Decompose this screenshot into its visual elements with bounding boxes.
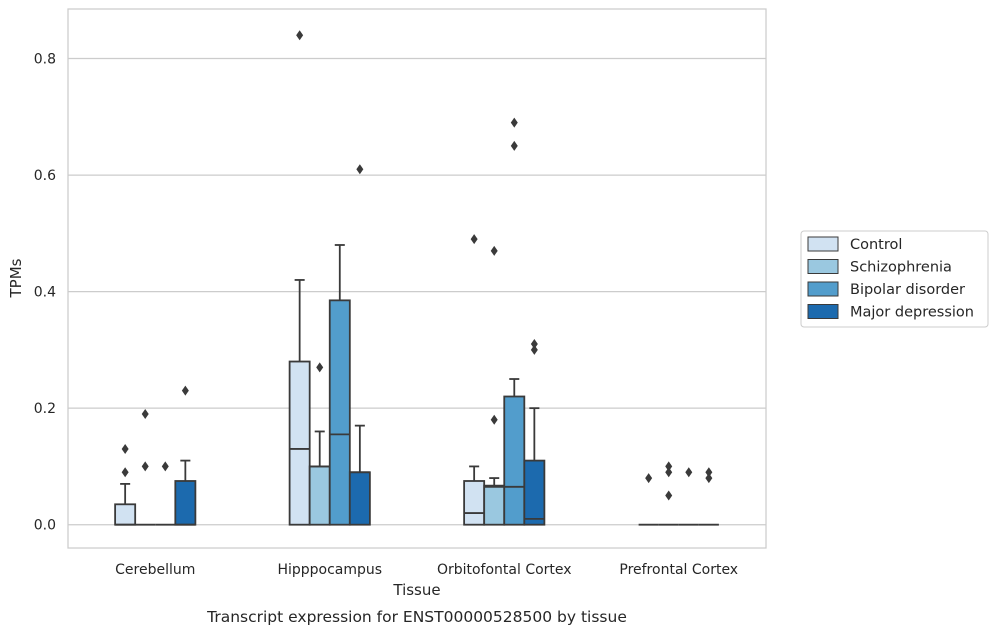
legend: Control Schizophrenia Bipolar disorder Majo… <box>800 230 989 328</box>
outlier-point <box>121 467 129 478</box>
box <box>308 465 331 526</box>
outlier-point <box>141 461 149 472</box>
x-tick-label: Prefrontal Cortex <box>619 562 738 578</box>
box <box>288 360 311 526</box>
legend-frame <box>800 230 989 328</box>
box <box>483 484 506 526</box>
outlier-point <box>356 164 364 175</box>
outlier-point <box>530 344 538 355</box>
figure-caption: Transcript expression for ENST0000052850… <box>206 608 627 626</box>
outlier-point <box>161 461 169 472</box>
legend-swatch <box>807 304 839 319</box>
legend-label: Schizophrenia <box>850 260 952 276</box>
outlier-point <box>510 140 518 151</box>
outlier-point <box>490 414 498 425</box>
box <box>114 503 137 526</box>
box-group <box>348 164 371 526</box>
outlier-point <box>141 408 149 419</box>
outlier-point <box>705 473 713 484</box>
outlier-point <box>665 461 673 472</box>
outlier-point <box>470 234 478 245</box>
x-tick-label: Orbitofontal Cortex <box>437 562 572 578</box>
box-group <box>503 117 526 526</box>
box <box>503 395 526 526</box>
outlier-point <box>121 443 129 454</box>
box-plots <box>114 30 719 526</box>
box-group <box>523 339 546 526</box>
y-tick-label: 0.4 <box>34 285 56 301</box>
y-axis-label: TPMs <box>7 258 25 298</box>
legend-label: Bipolar disorder <box>850 282 965 298</box>
y-tick-label: 0.6 <box>34 168 56 184</box>
box-group <box>678 467 699 526</box>
outlier-point <box>296 30 304 41</box>
x-tick-label: Cerebellum <box>115 562 195 578</box>
box <box>174 480 197 526</box>
x-tick-labels: Cerebellum Hipppocampus Orbitofontal Corte… <box>115 562 738 578</box>
box-group <box>658 461 679 526</box>
x-axis-label: Tissue <box>392 581 440 599</box>
outlier-point <box>510 117 518 128</box>
x-tick-label: Hipppocampus <box>277 562 382 578</box>
y-tick-label: 0.2 <box>34 401 56 417</box>
box-group <box>308 362 331 526</box>
outlier-point <box>705 467 713 478</box>
legend-swatch <box>807 259 839 274</box>
gridlines <box>68 57 766 526</box>
box-group <box>483 245 506 526</box>
plot-frame <box>67 8 767 549</box>
legend-label: Control <box>850 237 902 253</box>
box <box>463 480 486 526</box>
y-tick-label: 0.0 <box>34 518 56 534</box>
box-group <box>288 30 311 526</box>
outlier-point <box>316 362 324 373</box>
box-group <box>114 443 137 526</box>
outlier-point <box>181 385 189 396</box>
box-group <box>135 408 156 526</box>
outlier-point <box>490 245 498 256</box>
legend-label: Major depression <box>850 305 974 321</box>
legend-swatch <box>807 281 839 297</box>
outlier-point <box>645 473 653 484</box>
outlier-point <box>685 467 693 478</box>
box-group <box>698 467 719 526</box>
box-group <box>155 461 176 526</box>
box-group <box>463 234 486 526</box>
box-group <box>328 244 351 526</box>
box-group <box>174 385 197 526</box>
box <box>348 471 371 526</box>
box <box>328 299 351 526</box>
outlier-point <box>530 339 538 350</box>
box <box>523 459 546 526</box>
y-tick-labels: 0.0 0.2 0.4 0.6 0.8 <box>34 52 56 534</box>
y-tick-label: 0.8 <box>34 52 56 68</box>
outlier-point <box>665 467 673 478</box>
legend-swatch <box>807 236 839 252</box>
box-group <box>638 473 659 526</box>
outlier-point <box>665 490 673 501</box>
